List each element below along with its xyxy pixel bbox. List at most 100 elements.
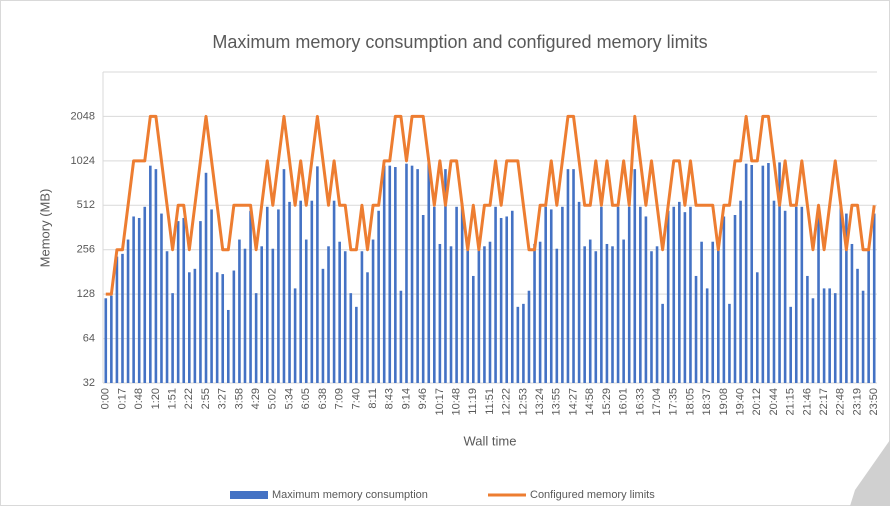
y-tick-label: 512 xyxy=(77,199,95,211)
x-tick-label: 16:33 xyxy=(634,388,646,416)
legend-swatch xyxy=(230,491,268,499)
bar xyxy=(794,206,798,383)
x-tick-label: 23:50 xyxy=(868,388,880,416)
bar xyxy=(299,200,302,383)
bar xyxy=(382,165,386,383)
bar xyxy=(265,206,269,383)
x-tick-label: 5:34 xyxy=(283,388,295,409)
bar xyxy=(221,274,225,383)
bar xyxy=(683,212,687,383)
bar xyxy=(355,306,358,383)
x-tick-label: 11:51 xyxy=(484,388,496,415)
bar xyxy=(115,256,119,383)
x-tick-label: 10:48 xyxy=(450,388,462,416)
bar xyxy=(555,248,559,383)
bar xyxy=(477,243,481,383)
x-tick-label: 19:40 xyxy=(734,388,746,416)
bar xyxy=(215,272,219,383)
x-tick-label: 10:17 xyxy=(434,388,446,416)
bar xyxy=(661,303,664,383)
bar xyxy=(616,206,620,383)
bar xyxy=(160,213,163,383)
bar xyxy=(193,268,197,383)
bar xyxy=(789,306,792,383)
bar xyxy=(778,162,781,383)
bar xyxy=(833,293,837,383)
bar xyxy=(783,210,787,383)
x-tick-label: 4:29 xyxy=(250,388,262,409)
bar xyxy=(722,216,726,383)
bar xyxy=(154,169,158,383)
bar xyxy=(544,206,547,383)
bar xyxy=(755,272,759,383)
x-axis-label: Wall time xyxy=(464,433,517,448)
bar xyxy=(666,210,670,383)
bar xyxy=(488,241,492,383)
bar xyxy=(583,246,586,383)
x-tick-label: 8:11 xyxy=(367,388,379,409)
x-tick-label: 1:20 xyxy=(150,388,162,409)
x-tick-label: 14:58 xyxy=(584,388,596,416)
x-tick-label: 0:48 xyxy=(133,388,145,409)
corner-decoration xyxy=(850,440,890,506)
legend-label: Configured memory limits xyxy=(530,489,655,501)
bar xyxy=(483,246,486,383)
bar xyxy=(822,288,826,383)
bar xyxy=(366,272,369,383)
x-tick-label: 22:48 xyxy=(835,388,847,416)
bar xyxy=(176,221,180,383)
bar xyxy=(304,239,308,383)
bar xyxy=(143,206,147,383)
x-tick-label: 14:27 xyxy=(567,388,579,416)
bar xyxy=(110,295,113,383)
bar xyxy=(744,163,748,383)
bar xyxy=(767,163,770,383)
bar xyxy=(410,165,414,383)
bar xyxy=(243,248,247,383)
bar xyxy=(232,270,236,383)
bar xyxy=(405,163,408,383)
bar xyxy=(750,164,754,383)
bar xyxy=(388,165,392,383)
y-tick-label: 32 xyxy=(83,377,95,389)
bar xyxy=(650,251,653,383)
bar xyxy=(505,216,509,383)
bar xyxy=(828,288,831,383)
x-tick-label: 0:00 xyxy=(100,388,112,409)
bar xyxy=(149,165,152,383)
y-tick-label: 256 xyxy=(77,244,95,256)
bar xyxy=(861,290,865,383)
bar xyxy=(522,303,525,383)
bar xyxy=(421,214,425,383)
bar xyxy=(817,213,820,383)
x-tick-label: 15:29 xyxy=(601,388,613,416)
x-tick-label: 8:43 xyxy=(384,388,396,409)
x-tick-label: 3:58 xyxy=(233,388,245,409)
x-tick-label: 11:19 xyxy=(467,388,479,415)
bar xyxy=(226,309,230,383)
bar xyxy=(588,239,592,383)
bar xyxy=(249,210,252,383)
bar xyxy=(349,293,353,383)
bar xyxy=(739,200,742,383)
bar xyxy=(204,172,208,383)
x-tick-label: 7:40 xyxy=(350,388,362,409)
bar xyxy=(433,206,436,383)
x-tick-label: 12:53 xyxy=(517,388,529,416)
bar xyxy=(199,221,202,383)
bar xyxy=(499,217,503,383)
bar xyxy=(800,206,804,383)
x-tick-label: 20:12 xyxy=(751,388,763,416)
bar xyxy=(338,241,341,383)
bar xyxy=(321,268,325,383)
x-tick-label: 6:05 xyxy=(300,388,312,409)
x-tick-label: 17:04 xyxy=(651,388,663,416)
bar xyxy=(327,246,330,383)
bar xyxy=(694,275,698,383)
x-tick-label: 2:55 xyxy=(200,388,212,409)
bar xyxy=(605,243,609,383)
x-tick-label: 23:19 xyxy=(851,388,863,416)
bar xyxy=(622,239,625,383)
bar xyxy=(594,251,598,383)
bar xyxy=(850,243,854,383)
